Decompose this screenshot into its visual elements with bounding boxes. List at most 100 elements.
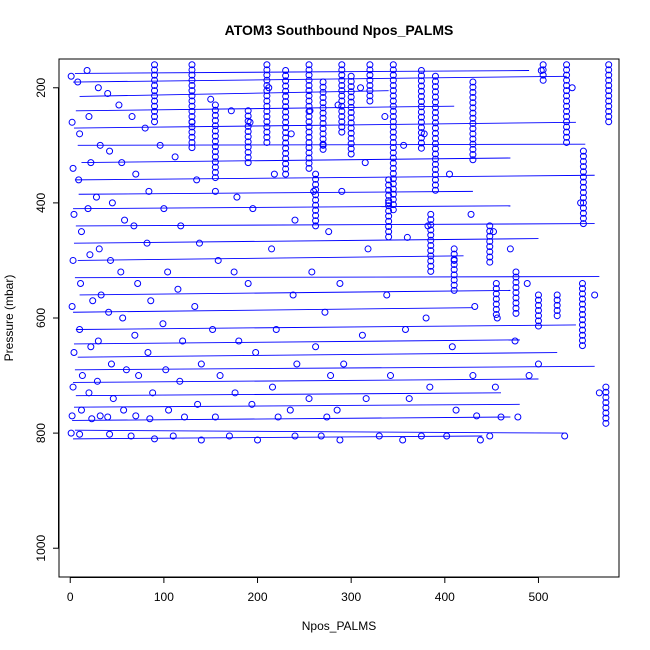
stack-point <box>579 189 587 197</box>
data-point-17 <box>77 406 85 414</box>
stack-point <box>211 117 219 125</box>
data-point-51 <box>120 406 128 414</box>
data-point-13 <box>77 228 85 236</box>
stack-point <box>605 97 613 105</box>
data-point-152 <box>422 314 430 322</box>
stack-point <box>578 285 586 293</box>
stack-point <box>151 81 159 89</box>
stack-point <box>492 279 500 287</box>
data-point-136 <box>361 159 369 167</box>
stack-point <box>211 137 219 145</box>
data-point-171 <box>511 337 519 345</box>
stack-point <box>602 404 610 412</box>
stack-point <box>427 226 435 234</box>
stack-point <box>417 134 425 142</box>
stack-point <box>417 108 425 116</box>
stack-point <box>211 158 219 166</box>
data-point-59 <box>127 432 135 440</box>
stack-point <box>338 87 346 95</box>
stack-point <box>563 138 571 146</box>
stack-point <box>366 76 374 84</box>
stack-point <box>347 83 355 91</box>
stack-point <box>427 210 435 218</box>
data-point-23 <box>86 251 94 259</box>
stack-point <box>263 92 271 100</box>
data-point-1 <box>68 118 76 126</box>
stack-point <box>486 258 494 266</box>
stack-point <box>347 114 355 122</box>
stack-point <box>244 133 252 141</box>
stack-point <box>305 71 313 79</box>
stack-point <box>563 87 571 95</box>
stack-point <box>578 279 586 287</box>
stack-point <box>385 202 393 210</box>
data-point-45 <box>115 101 123 109</box>
stack-point <box>578 311 586 319</box>
stack-point <box>366 92 374 100</box>
stack-point <box>244 117 252 125</box>
data-point-124 <box>325 228 333 236</box>
data-point-65 <box>149 389 157 397</box>
stack-point <box>312 217 320 225</box>
stack-point <box>579 199 587 207</box>
stack-point <box>305 154 313 162</box>
stack-point <box>188 123 196 131</box>
data-point-69 <box>160 205 168 213</box>
stack-point <box>469 125 477 133</box>
data-point-34 <box>93 377 101 385</box>
profile-stack-12 <box>417 67 425 152</box>
profile-stack-13 <box>431 72 439 194</box>
y-tick-label: 1000 <box>34 535 48 562</box>
data-point-168 <box>497 413 505 421</box>
stack-point <box>244 148 252 156</box>
stack-point <box>553 301 561 309</box>
stack-point <box>319 135 327 143</box>
stack-point <box>385 186 393 194</box>
stack-point <box>431 103 439 111</box>
stack-point <box>492 305 500 313</box>
stack-point <box>263 102 271 110</box>
stack-point <box>319 94 327 102</box>
stack-point <box>605 107 613 115</box>
data-point-25 <box>87 343 95 351</box>
data-point-28 <box>94 84 102 92</box>
stack-point <box>319 104 327 112</box>
stack-point <box>151 92 159 100</box>
profile-line-20 <box>73 378 539 383</box>
stack-point <box>512 283 520 291</box>
data-point-145 <box>400 141 408 149</box>
stack-point <box>512 273 520 281</box>
data-point-164 <box>476 436 484 444</box>
stack-point <box>450 281 458 289</box>
stack-point <box>305 76 313 84</box>
stack-point <box>211 153 219 161</box>
data-point-41 <box>107 360 115 368</box>
y-tick-label: 600 <box>34 308 48 328</box>
stack-point <box>188 61 196 69</box>
data-point-63 <box>147 297 155 305</box>
profile-stack-23 <box>486 222 494 266</box>
data-point-158 <box>452 406 460 414</box>
profile-stack-20 <box>385 176 393 241</box>
stack-point <box>578 316 586 324</box>
data-point-161 <box>471 302 479 310</box>
data-point-27 <box>88 415 96 423</box>
stack-point <box>282 134 290 142</box>
stack-point <box>338 102 346 110</box>
stack-point <box>263 128 271 136</box>
stack-point <box>578 342 586 350</box>
data-point-159 <box>443 432 451 440</box>
stack-point <box>188 128 196 136</box>
stack-point <box>469 130 477 138</box>
profile-line-25 <box>73 435 483 440</box>
stack-point <box>188 76 196 84</box>
data-point-55 <box>134 279 142 287</box>
data-point-16 <box>78 372 86 380</box>
stack-point <box>578 321 586 329</box>
stack-point <box>469 145 477 153</box>
stack-point <box>492 285 500 293</box>
stack-point <box>431 134 439 142</box>
stack-point <box>431 93 439 101</box>
stack-point <box>282 113 290 121</box>
stack-point <box>534 291 542 299</box>
